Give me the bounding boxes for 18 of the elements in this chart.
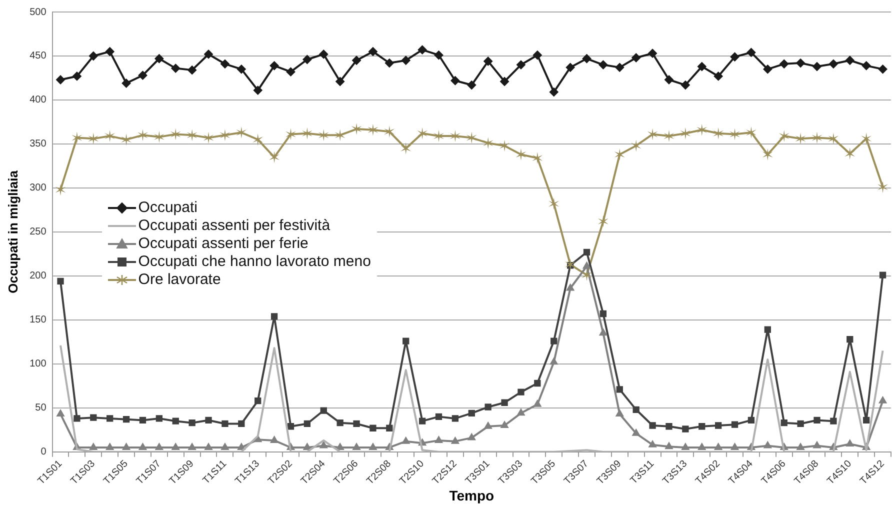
y-axis-title: Occupati in migliaia	[5, 170, 20, 294]
y-tick-label: 300	[30, 182, 47, 194]
legend-label: Occupati assenti per ferie	[138, 234, 308, 253]
legend-label: Occupati	[138, 198, 198, 217]
y-tick-label: 100	[30, 358, 47, 370]
y-tick-label: 200	[30, 270, 47, 282]
y-tick-label: 50	[35, 402, 47, 414]
y-tick-label: 500	[30, 6, 47, 18]
y-tick-label: 0	[40, 446, 47, 458]
legend-label: Occupati che hanno lavorato meno	[138, 252, 371, 271]
y-tick-label: 150	[30, 314, 47, 326]
legend-label: Ore lavorate	[138, 270, 221, 289]
x-axis-title: Tempo	[449, 487, 494, 504]
y-tick-label: 250	[30, 226, 47, 238]
y-tick-label: 450	[30, 50, 47, 62]
y-tick-label: 350	[30, 138, 47, 150]
y-tick-label: 400	[30, 94, 47, 106]
legend-label: Occupati assenti per festività	[138, 216, 330, 235]
